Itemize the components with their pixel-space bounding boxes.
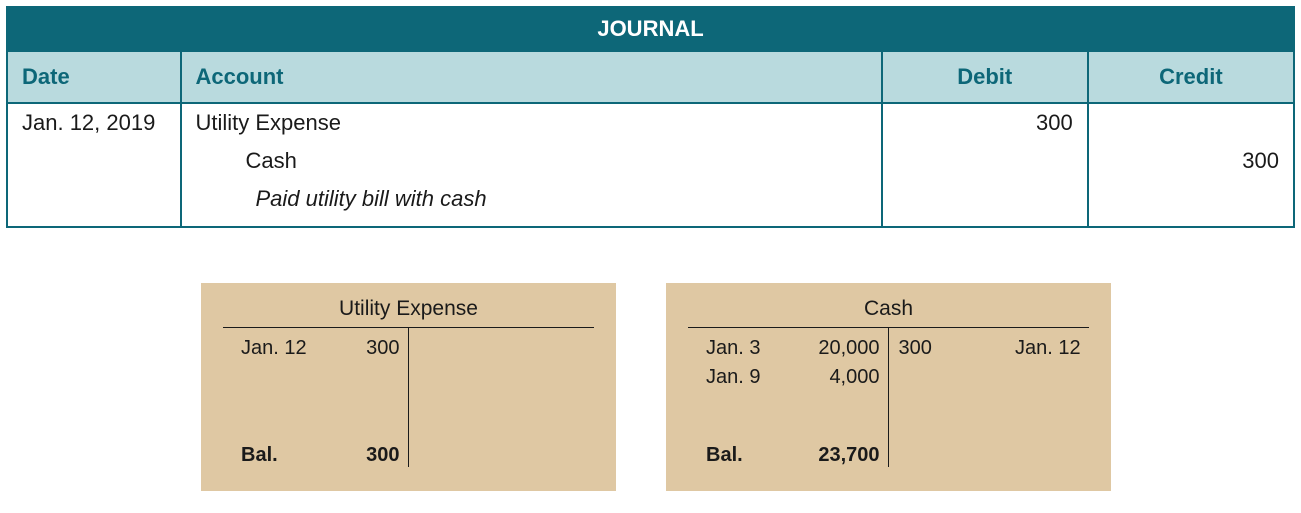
t-entry-amount: 4,000 <box>816 363 880 392</box>
journal-row: Paid utility bill with cash <box>7 180 1294 227</box>
journal-table: JOURNAL Date Account Debit Credit Jan. 1… <box>6 6 1295 228</box>
journal-date-cell <box>7 142 181 180</box>
journal-debit-cell <box>882 142 1088 180</box>
t-account-title: Cash <box>688 297 1089 327</box>
journal-credit-cell <box>1088 103 1294 142</box>
col-header-debit: Debit <box>882 51 1088 103</box>
t-account-balance: Bal. 300 <box>223 438 400 467</box>
t-account-entry: Jan. 12 300 <box>223 334 400 363</box>
col-header-date: Date <box>7 51 181 103</box>
t-spacer <box>688 392 880 438</box>
journal-description-cell: Paid utility bill with cash <box>181 180 882 227</box>
journal-credit-cell: 300 <box>1088 142 1294 180</box>
journal-debit-cell <box>882 180 1088 227</box>
t-entry-amount: 20,000 <box>816 334 880 363</box>
t-account-entry: Jan. 12 300 <box>899 334 1090 363</box>
t-spacer <box>223 363 400 438</box>
journal-row: Cash 300 <box>7 142 1294 180</box>
t-balance-label: Bal. <box>223 444 278 467</box>
t-account-debit-side: Jan. 12 300 Bal. 300 <box>223 328 409 467</box>
t-account-cash: Cash Jan. 3 20,000 Jan. 9 4,000 Bal. 23,… <box>666 283 1111 491</box>
journal-description: Paid utility bill with cash <box>196 186 867 212</box>
t-entry-date: Jan. 12 <box>1015 334 1089 363</box>
col-header-account: Account <box>181 51 882 103</box>
t-account-body: Jan. 12 300 Bal. 300 <box>223 327 594 467</box>
journal-row: Jan. 12, 2019 Utility Expense 300 <box>7 103 1294 142</box>
journal-date-cell <box>7 180 181 227</box>
journal-title: JOURNAL <box>7 7 1294 51</box>
t-entry-date: Jan. 3 <box>688 334 762 363</box>
t-account-credit-side <box>409 328 595 467</box>
t-account-body: Jan. 3 20,000 Jan. 9 4,000 Bal. 23,700 J… <box>688 327 1089 467</box>
t-balance-amount: 300 <box>336 444 400 467</box>
t-entry-amount: 300 <box>899 334 941 363</box>
t-account-title: Utility Expense <box>223 297 594 327</box>
journal-account-cell: Utility Expense <box>181 103 882 142</box>
t-account-entry: Jan. 3 20,000 <box>688 334 880 363</box>
t-account-credit-side: Jan. 12 300 <box>889 328 1090 467</box>
journal-date-cell: Jan. 12, 2019 <box>7 103 181 142</box>
t-account-utility-expense: Utility Expense Jan. 12 300 Bal. 300 <box>201 283 616 491</box>
col-header-credit: Credit <box>1088 51 1294 103</box>
t-account-debit-side: Jan. 3 20,000 Jan. 9 4,000 Bal. 23,700 <box>688 328 889 467</box>
t-balance-amount: 23,700 <box>816 444 880 467</box>
t-account-balance: Bal. 23,700 <box>688 438 880 467</box>
journal-account-cell: Cash <box>181 142 882 180</box>
t-accounts-container: Utility Expense Jan. 12 300 Bal. 300 Cas… <box>201 283 1295 491</box>
journal-header-row: Date Account Debit Credit <box>7 51 1294 103</box>
t-entry-amount: 300 <box>336 334 400 363</box>
journal-debit-cell: 300 <box>882 103 1088 142</box>
t-balance-label: Bal. <box>688 444 743 467</box>
t-entry-date: Jan. 12 <box>223 334 307 363</box>
journal-credit-cell <box>1088 180 1294 227</box>
journal-account-indent: Cash <box>196 148 867 174</box>
t-account-entry: Jan. 9 4,000 <box>688 363 880 392</box>
t-entry-date: Jan. 9 <box>688 363 762 392</box>
